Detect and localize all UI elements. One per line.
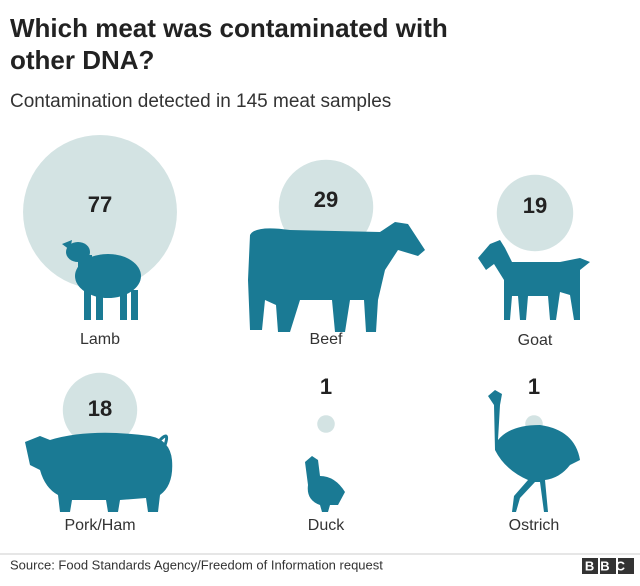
value-label: 18 bbox=[88, 396, 112, 421]
brand-logo: BBC bbox=[585, 558, 631, 573]
category-label: Duck bbox=[308, 517, 345, 534]
beef-icon bbox=[248, 222, 425, 332]
labels: 77 Lamb 29 Beef 19 Goat 18 Pork/Ham 1 Duck 1 Ostric… bbox=[64, 187, 559, 534]
goat-icon bbox=[478, 240, 590, 320]
bubble bbox=[62, 372, 138, 448]
category-label: Beef bbox=[310, 331, 343, 348]
category-label: Lamb bbox=[80, 331, 120, 348]
value-label: 29 bbox=[314, 187, 338, 212]
duck-icon bbox=[305, 456, 345, 512]
bubbles bbox=[23, 135, 574, 448]
brand-box bbox=[582, 558, 598, 574]
brand-box bbox=[618, 558, 634, 574]
brand-box bbox=[600, 558, 616, 574]
value-label: 1 bbox=[320, 374, 332, 399]
source: Source: Food Standards Agency/Freedom of… bbox=[10, 557, 383, 572]
chart-subtitle: Contamination detected in 145 meat sampl… bbox=[10, 91, 391, 112]
chart-title: Which meat was contaminated with other DN… bbox=[10, 13, 448, 75]
bubble bbox=[317, 415, 335, 433]
category-label: Ostrich bbox=[509, 517, 560, 534]
pork-icon bbox=[25, 432, 173, 512]
ostrich-icon bbox=[488, 390, 580, 512]
animal-icons bbox=[25, 222, 590, 512]
value-label: 1 bbox=[528, 374, 540, 399]
category-label: Pork/Ham bbox=[64, 517, 135, 534]
lamb-icon bbox=[62, 240, 141, 320]
value-label: 77 bbox=[88, 192, 112, 217]
category-label: Goat bbox=[518, 332, 553, 349]
bubble bbox=[23, 135, 177, 289]
value-label: 19 bbox=[523, 193, 547, 218]
bubble bbox=[496, 174, 574, 252]
